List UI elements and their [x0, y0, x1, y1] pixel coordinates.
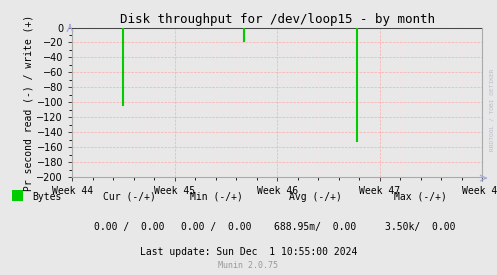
Title: Disk throughput for /dev/loop15 - by month: Disk throughput for /dev/loop15 - by mon… — [120, 13, 434, 26]
Text: Bytes: Bytes — [32, 192, 62, 202]
Text: 3.50k/  0.00: 3.50k/ 0.00 — [385, 222, 455, 232]
Text: Max (-/+): Max (-/+) — [394, 192, 446, 202]
Text: Cur (-/+): Cur (-/+) — [103, 192, 156, 202]
Text: Munin 2.0.75: Munin 2.0.75 — [219, 260, 278, 270]
Text: 688.95m/  0.00: 688.95m/ 0.00 — [274, 222, 357, 232]
Text: 0.00 /  0.00: 0.00 / 0.00 — [94, 222, 165, 232]
Text: Avg (-/+): Avg (-/+) — [289, 192, 342, 202]
Text: RRDTOOL / TOBI OETIKER: RRDTOOL / TOBI OETIKER — [490, 69, 495, 151]
Y-axis label: Pr second read (-) / write (+): Pr second read (-) / write (+) — [24, 14, 34, 191]
Text: 0.00 /  0.00: 0.00 / 0.00 — [181, 222, 251, 232]
Text: Last update: Sun Dec  1 10:55:00 2024: Last update: Sun Dec 1 10:55:00 2024 — [140, 247, 357, 257]
Text: Min (-/+): Min (-/+) — [190, 192, 243, 202]
